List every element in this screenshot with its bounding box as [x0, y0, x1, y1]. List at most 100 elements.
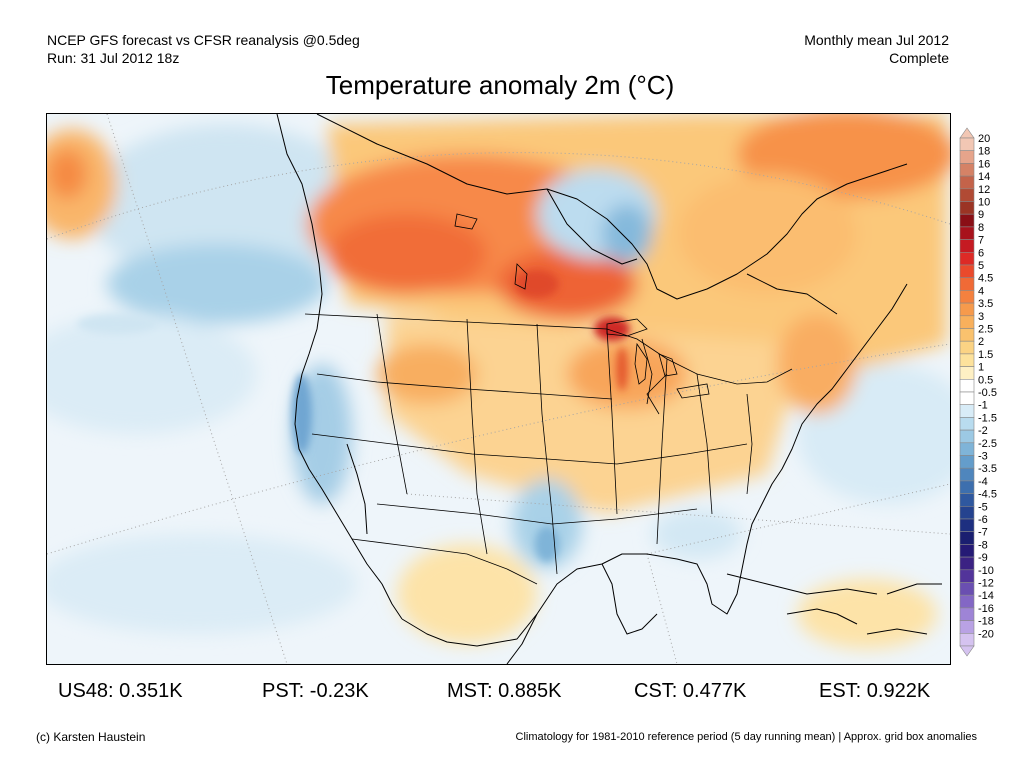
legend-label: -20 — [978, 628, 994, 640]
legend-label: 10 — [978, 197, 990, 209]
legend-swatch — [959, 480, 975, 494]
legend-swatch — [959, 290, 975, 304]
stat-cst: CST: 0.477K — [634, 680, 747, 702]
legend-swatch — [959, 150, 975, 164]
legend-label: 0.5 — [978, 374, 993, 386]
stat-us48: US48: 0.351K — [58, 680, 183, 702]
legend-swatch — [959, 175, 975, 190]
legend-swatch — [959, 264, 975, 278]
legend-swatch — [959, 239, 975, 253]
stat-pst: PST: -0.23K — [262, 680, 369, 702]
legend-label: -5 — [978, 501, 988, 513]
legend-swatch — [959, 302, 975, 317]
climatology-note: Climatology for 1981-2010 reference peri… — [515, 731, 977, 743]
legend-swatch — [959, 366, 975, 380]
regional-statistics: US48: 0.351K PST: -0.23K MST: 0.885K CST… — [0, 680, 1024, 706]
legend-swatch — [959, 569, 975, 583]
legend-label: 16 — [978, 158, 990, 170]
legend-label: 2 — [978, 336, 984, 348]
legend-swatch — [959, 315, 975, 329]
legend-label: 1 — [978, 362, 984, 374]
legend-label: -2 — [978, 425, 988, 437]
legend-label: 5 — [978, 260, 984, 272]
legend-label: 18 — [978, 146, 990, 158]
legend-swatch — [959, 505, 975, 520]
legend-swatch — [959, 328, 975, 342]
legend-label: -10 — [978, 565, 994, 577]
legend-label: -14 — [978, 590, 994, 602]
legend-label: 8 — [978, 222, 984, 234]
legend-swatch — [959, 391, 975, 405]
legend-swatch — [959, 201, 975, 215]
legend-swatch — [959, 467, 975, 482]
legend-label: 4.5 — [978, 273, 993, 285]
legend-swatch — [959, 493, 975, 507]
legend-label: 3.5 — [978, 298, 993, 310]
legend-swatch — [959, 544, 975, 558]
legend-label: -1 — [978, 400, 988, 412]
legend-label: 14 — [978, 171, 990, 183]
model-description: NCEP GFS forecast vs CFSR reanalysis @0.… — [47, 32, 360, 48]
anomaly-map-canvas — [47, 114, 950, 664]
legend-swatch — [959, 556, 975, 571]
legend-label: -3 — [978, 451, 988, 463]
anomaly-map — [46, 113, 951, 665]
legend-arrow-bottom — [959, 645, 975, 657]
legend-label: 1.5 — [978, 349, 993, 361]
legend-swatch — [959, 531, 975, 545]
period-info: Monthly mean Jul 2012 Complete — [804, 31, 949, 67]
legend-label: -12 — [978, 578, 994, 590]
legend-swatch — [959, 353, 975, 367]
period-label: Monthly mean Jul 2012 — [804, 32, 949, 48]
legend-label: -2.5 — [978, 438, 997, 450]
legend-swatch — [959, 455, 975, 469]
legend-swatch — [959, 582, 975, 596]
legend-swatch — [959, 340, 975, 355]
legend-swatch — [959, 607, 975, 621]
legend-label: -1.5 — [978, 412, 997, 424]
legend-swatch — [959, 137, 975, 151]
legend-swatch — [959, 379, 975, 393]
run-info: NCEP GFS forecast vs CFSR reanalysis @0.… — [47, 31, 360, 67]
stat-est: EST: 0.922K — [819, 680, 931, 702]
legend-label: 12 — [978, 184, 990, 196]
legend-swatch — [959, 429, 975, 444]
legend-label: -4.5 — [978, 489, 997, 501]
period-status: Complete — [889, 50, 949, 66]
lakes — [454, 213, 710, 399]
legend-swatch — [959, 594, 975, 609]
legend-swatch — [959, 213, 975, 228]
legend-label: 7 — [978, 235, 984, 247]
legend-label: 3 — [978, 311, 984, 323]
color-scale-legend: 20 18 16 14 12 10 9 8 7 6 5 4.5 4 3.5 3 2.5 2 1.5 1 0.5 -0.5… — [958, 126, 1024, 657]
legend-swatch — [959, 404, 975, 418]
legend-swatch — [959, 620, 975, 634]
legend-label: -3.5 — [978, 463, 997, 475]
legend-label: -0.5 — [978, 387, 997, 399]
legend-arrow-top — [959, 127, 975, 139]
legend-label: 2.5 — [978, 324, 993, 336]
graticule — [47, 114, 950, 664]
legend-swatch — [959, 518, 975, 532]
legend-label: -4 — [978, 476, 988, 488]
legend-swatch — [959, 277, 975, 291]
legend-swatch — [959, 417, 975, 431]
anomaly-field-detail — [77, 270, 630, 562]
legend-label: 4 — [978, 285, 984, 297]
color-scale: 201816141210987654.543.532.521.510.5-0.5… — [959, 127, 997, 657]
anomaly-field-shading — [47, 114, 950, 649]
legend-label: -7 — [978, 527, 988, 539]
legend-label: 20 — [978, 133, 990, 145]
run-time: Run: 31 Jul 2012 18z — [47, 50, 180, 66]
legend-label: -16 — [978, 603, 994, 615]
legend-label: -6 — [978, 514, 988, 526]
copyright: (c) Karsten Haustein — [36, 730, 146, 744]
legend-swatch — [959, 188, 975, 202]
political-borders — [304, 313, 793, 585]
legend-label: -8 — [978, 539, 988, 551]
coastlines — [276, 114, 942, 664]
legend-swatch — [959, 163, 975, 177]
legend-label: 6 — [978, 247, 984, 259]
legend-label: 9 — [978, 209, 984, 221]
legend-swatch — [959, 252, 975, 266]
